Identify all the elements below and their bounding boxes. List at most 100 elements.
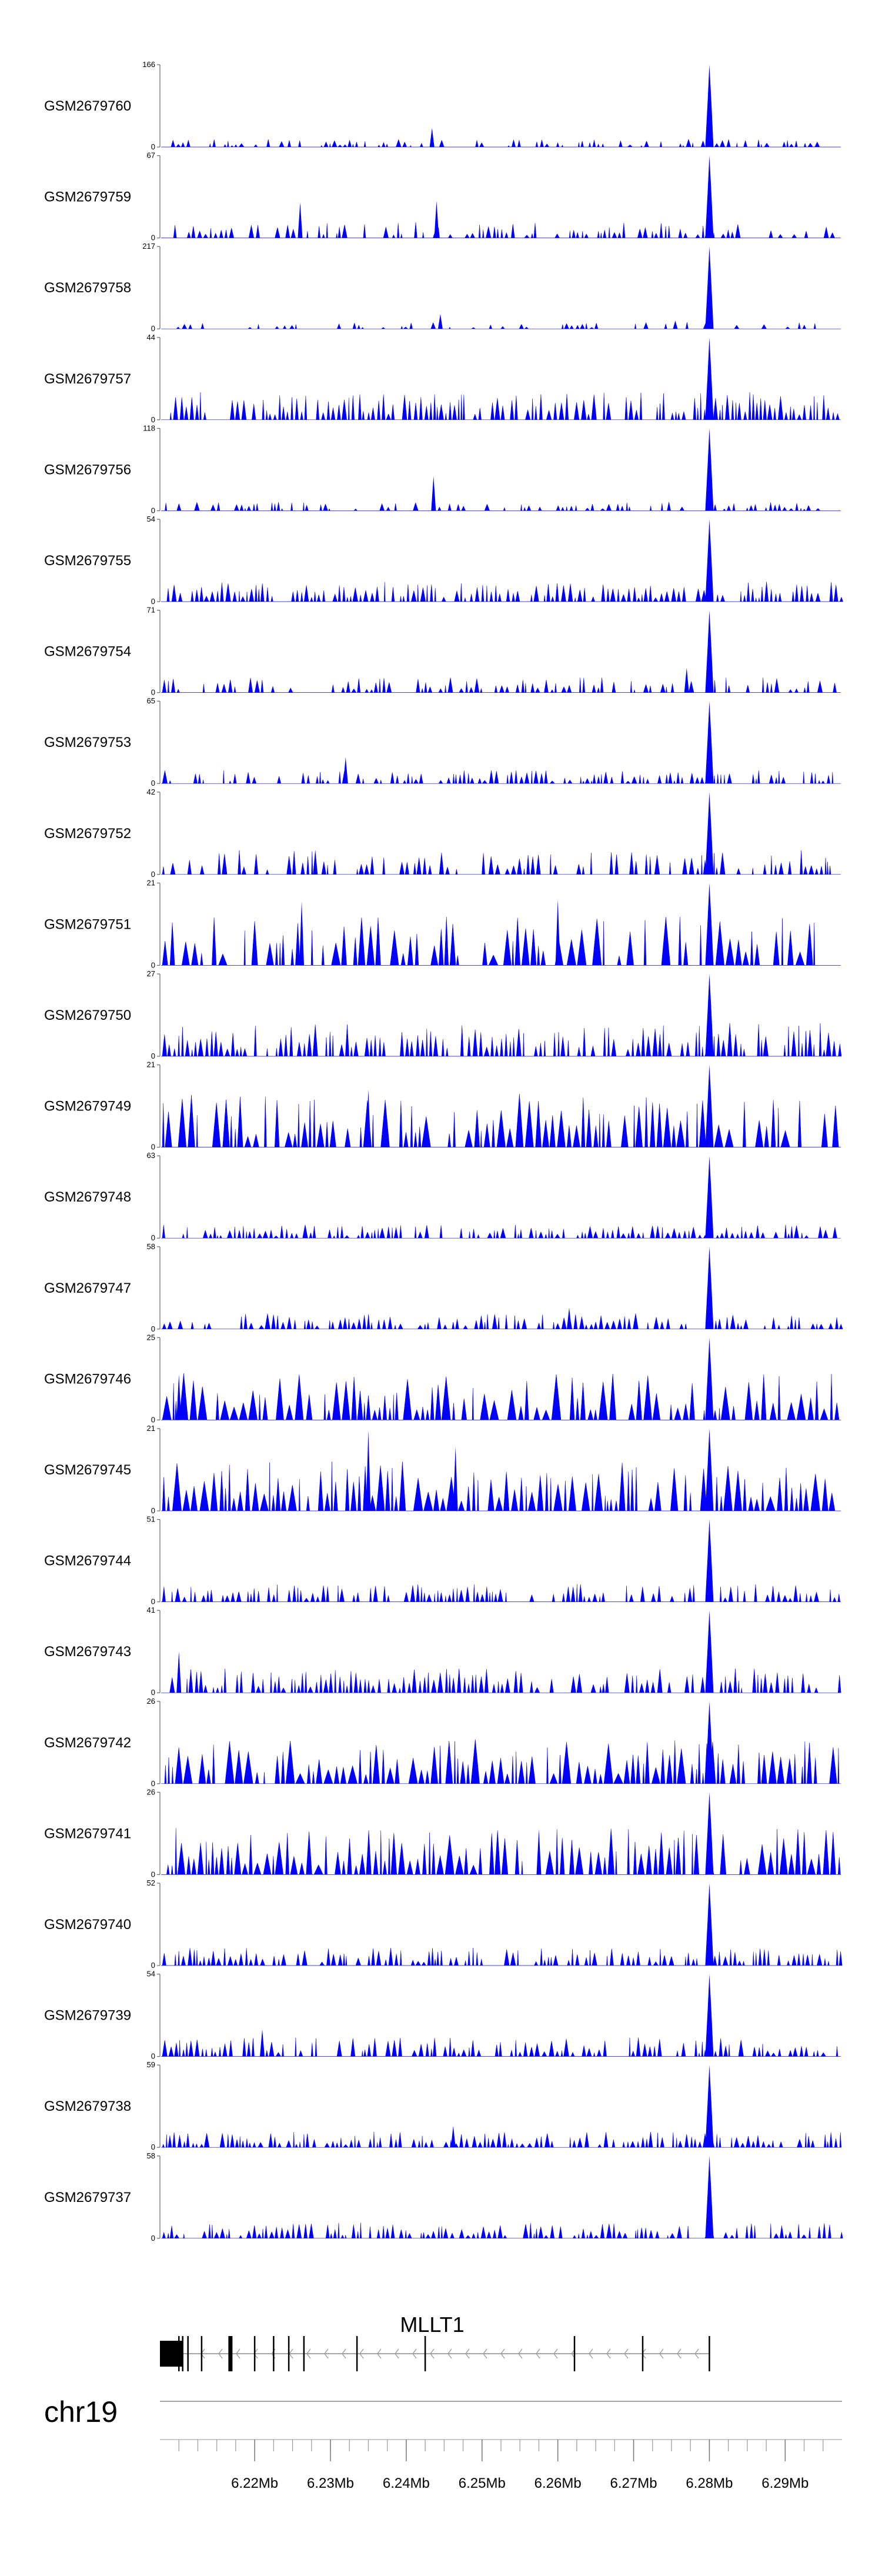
strand-arrow: [536, 2348, 540, 2359]
y-max-label: 41: [147, 1606, 155, 1614]
y-min-label: 0: [151, 597, 155, 606]
track-label: GSM2679760: [44, 98, 131, 114]
coverage-area: [161, 2131, 841, 2148]
y-min-label: 0: [151, 324, 155, 333]
x-tick-label: 6.24Mb: [383, 2475, 430, 2491]
y-min-label: 0: [151, 1779, 155, 1788]
gene-exon: [303, 2336, 305, 2371]
y-max-label: 63: [147, 1151, 155, 1160]
gene-exon: [182, 2336, 183, 2371]
y-min-label: 0: [151, 415, 155, 424]
main-peak: [705, 155, 714, 238]
track-label: GSM2679749: [44, 1099, 131, 1115]
x-tick-label: 6.22Mb: [231, 2475, 278, 2491]
y-max-label: 65: [147, 696, 155, 705]
strand-arrow: [694, 2348, 699, 2359]
strand-arrow: [377, 2348, 382, 2359]
coverage-peak: [298, 202, 303, 238]
track-GSM2679760: GSM2679760 166 0: [44, 60, 841, 151]
y-max-label: 52: [147, 1878, 155, 1887]
genome-axis: chr19 6.22Mb 6.23Mb 6.24Mb 6.25Mb 6.26Mb 6.27…: [44, 2395, 842, 2491]
strand-arrow: [553, 2348, 558, 2359]
y-min-label: 0: [151, 1324, 155, 1333]
coverage-area: [161, 1093, 841, 1147]
strand-arrow: [483, 2348, 487, 2359]
track-GSM2679751: GSM2679751 21 0: [44, 878, 841, 969]
y-max-label: 217: [142, 242, 155, 251]
strand-arrow: [447, 2348, 452, 2359]
y-max-label: 118: [143, 423, 155, 432]
gene-exon: [573, 2336, 576, 2371]
x-tick-label: 6.27Mb: [610, 2475, 657, 2491]
y-min-label: 0: [151, 1688, 155, 1697]
track-GSM2679741: GSM2679741 26 0: [44, 1787, 841, 1878]
gene-exon: [642, 2336, 644, 2371]
y-max-label: 67: [147, 151, 155, 160]
strand-arrow: [306, 2348, 311, 2359]
coverage-peak: [366, 1089, 371, 1147]
coverage-area: [161, 770, 841, 784]
y-max-label: 44: [147, 333, 155, 342]
gene-label: MLLT1: [400, 2313, 464, 2337]
x-tick-label: 6.29Mb: [761, 2475, 808, 2491]
track-label: GSM2679751: [44, 916, 131, 932]
track-GSM2679746: GSM2679746 25 0: [44, 1333, 841, 1424]
y-min-label: 0: [151, 233, 155, 242]
track-label: GSM2679756: [44, 462, 131, 478]
coverage-area: [161, 2223, 843, 2239]
y-max-label: 58: [147, 2151, 155, 2160]
strand-arrow: [589, 2348, 593, 2359]
y-min-label: 0: [151, 1143, 155, 1152]
gene-exon: [228, 2336, 233, 2371]
main-peak: [705, 1792, 714, 1875]
coverage-peak: [450, 2125, 456, 2148]
track-label: GSM2679739: [44, 2008, 131, 2024]
coverage-peak: [176, 1651, 182, 1693]
track-GSM2679758: GSM2679758 217 0: [44, 242, 841, 333]
y-min-label: 0: [151, 1415, 155, 1424]
track-GSM2679748: GSM2679748 63 0: [44, 1151, 841, 1242]
x-tick-label: 6.23Mb: [307, 2475, 354, 2491]
strand-arrow: [606, 2348, 611, 2359]
gene-exon: [273, 2336, 275, 2371]
coverage-area: [161, 1023, 842, 1057]
gene-track: MLLT1: [160, 2313, 710, 2371]
y-min-label: 0: [151, 1506, 155, 1515]
y-min-label: 0: [151, 1961, 155, 1970]
main-peak: [705, 519, 714, 602]
track-GSM2679747: GSM2679747 58 0: [44, 1242, 843, 1333]
track-GSM2679759: GSM2679759 67 0: [44, 151, 841, 242]
track-GSM2679752: GSM2679752 42 0: [44, 788, 841, 879]
coverage-area: [161, 222, 841, 238]
main-peak: [705, 1156, 714, 1239]
y-max-label: 26: [147, 1697, 155, 1706]
coverage-peak: [299, 901, 305, 966]
track-label: GSM2679759: [44, 189, 131, 205]
strand-arrow: [430, 2348, 435, 2359]
gene-exon: [201, 2336, 203, 2371]
coverage-peak: [673, 321, 678, 329]
track-GSM2679755: GSM2679755 54 0: [44, 515, 844, 606]
track-label: GSM2679752: [44, 826, 131, 842]
coverage-peak: [437, 314, 443, 329]
y-max-label: 27: [147, 969, 155, 978]
track-label: GSM2679748: [44, 1189, 131, 1205]
track-GSM2679737: GSM2679737 58 0: [44, 2151, 843, 2243]
y-min-label: 0: [151, 1597, 155, 1606]
main-peak: [705, 337, 714, 420]
coverage-peak: [429, 128, 435, 147]
coverage-area: [161, 392, 841, 421]
gene-exon: [178, 2336, 180, 2371]
main-peak: [705, 428, 714, 511]
coverage-area: [161, 138, 841, 148]
track-GSM2679743: GSM2679743 41 0: [44, 1606, 841, 1697]
coverage-area: [161, 1669, 841, 1693]
coverage-area: [161, 502, 841, 511]
strand-arrow: [236, 2348, 240, 2359]
main-peak: [705, 883, 714, 966]
main-peak: [705, 1337, 714, 1420]
coverage-area: [161, 677, 841, 693]
main-peak: [705, 792, 714, 875]
y-max-label: 21: [147, 1424, 155, 1433]
